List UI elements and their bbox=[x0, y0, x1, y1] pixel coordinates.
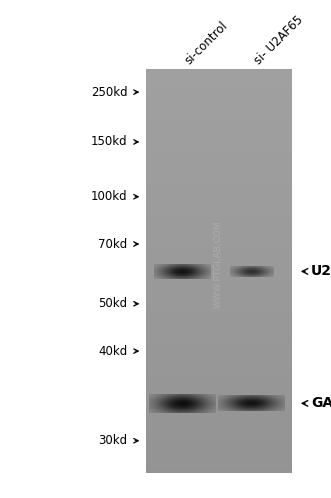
Text: si-control: si-control bbox=[182, 19, 230, 67]
Text: 150kd: 150kd bbox=[91, 135, 127, 148]
Text: 70kd: 70kd bbox=[98, 238, 127, 250]
Text: U2AF65: U2AF65 bbox=[311, 264, 331, 278]
Text: 50kd: 50kd bbox=[98, 297, 127, 310]
Text: 250kd: 250kd bbox=[91, 86, 127, 99]
Text: si- U2AF65: si- U2AF65 bbox=[252, 13, 306, 67]
Text: 40kd: 40kd bbox=[98, 345, 127, 358]
Text: WWW.PTGLAB.COM: WWW.PTGLAB.COM bbox=[214, 220, 223, 308]
Text: GAPDH: GAPDH bbox=[311, 396, 331, 410]
Text: 30kd: 30kd bbox=[98, 434, 127, 447]
Text: 100kd: 100kd bbox=[91, 190, 127, 203]
